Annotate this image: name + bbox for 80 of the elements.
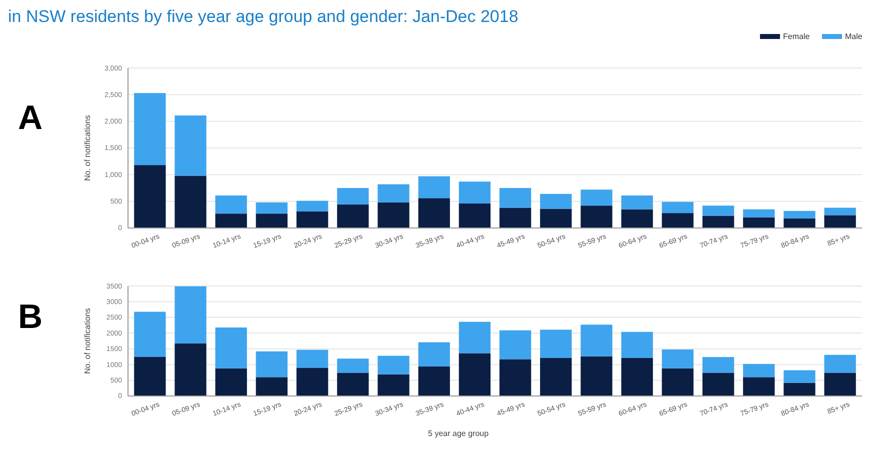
bar: [702, 357, 734, 373]
bar: [418, 342, 450, 366]
bar: [215, 368, 247, 396]
bar: [824, 372, 856, 396]
text: A: [18, 98, 43, 137]
bar: [662, 368, 694, 396]
bar: [784, 382, 816, 396]
bar: [662, 213, 694, 228]
bar: [784, 210, 816, 218]
bar: [540, 358, 572, 396]
bar: [174, 344, 206, 396]
bar: [378, 374, 410, 396]
bar: [458, 203, 491, 228]
bar: [784, 370, 816, 383]
bar: [743, 364, 775, 378]
bar: [662, 202, 694, 214]
bar: [540, 208, 572, 228]
bar: [743, 377, 775, 396]
bar: [580, 190, 612, 206]
bar: [580, 324, 612, 356]
bar: [418, 176, 450, 198]
bar: [134, 165, 166, 228]
bar: [337, 358, 369, 373]
bar: [702, 206, 734, 216]
bar: [743, 209, 775, 218]
bar: [621, 195, 653, 210]
bar: [378, 202, 410, 228]
bar: [540, 330, 572, 358]
bar: [784, 218, 816, 228]
bar: [621, 332, 653, 358]
y-axis-title: No. of notifications: [83, 115, 92, 181]
bar: [824, 215, 856, 228]
bar: [540, 194, 572, 209]
bar: [256, 214, 288, 228]
bar: [702, 216, 734, 228]
bar: [337, 204, 369, 228]
bar: [215, 327, 247, 368]
bar: [621, 209, 653, 228]
bar: [215, 214, 247, 228]
bar: [743, 217, 775, 228]
bar: [499, 208, 532, 228]
bar: [296, 211, 328, 228]
bar: [378, 184, 410, 202]
bar: [458, 182, 491, 204]
bar: [378, 356, 410, 374]
bar: [824, 354, 856, 373]
bar: [337, 372, 369, 396]
bar: [256, 377, 288, 396]
bar: [621, 358, 653, 396]
chart-title: in NSW residents by five year age group and gender: Jan-Dec 2018: [8, 7, 518, 26]
bar: [337, 188, 369, 205]
bar: [296, 368, 328, 396]
bar: [256, 202, 288, 214]
bar: [134, 356, 166, 396]
bar: [134, 312, 166, 357]
bar: [256, 351, 288, 378]
bar: [580, 356, 612, 396]
bar: [702, 372, 734, 396]
legend-label: Female: [783, 32, 810, 41]
bar: [134, 93, 166, 166]
bar: [296, 200, 328, 212]
bar: [174, 115, 206, 176]
bar: [458, 322, 491, 354]
x-axis-title: 5 year age group: [428, 429, 490, 438]
bar: [418, 366, 450, 396]
bar: [499, 359, 532, 396]
bar: [499, 188, 532, 208]
bar: [296, 350, 328, 368]
y-axis-title: No. of notifications: [83, 308, 92, 374]
bar: [458, 353, 491, 396]
bar: [662, 349, 694, 368]
bar: [174, 286, 206, 344]
bar: [499, 330, 532, 360]
bar: [824, 208, 856, 216]
bar: [174, 176, 206, 228]
text: B: [18, 298, 43, 336]
bar: [418, 198, 450, 228]
bar: [580, 206, 612, 228]
legend-label: Male: [845, 32, 863, 41]
bar: [215, 195, 247, 214]
